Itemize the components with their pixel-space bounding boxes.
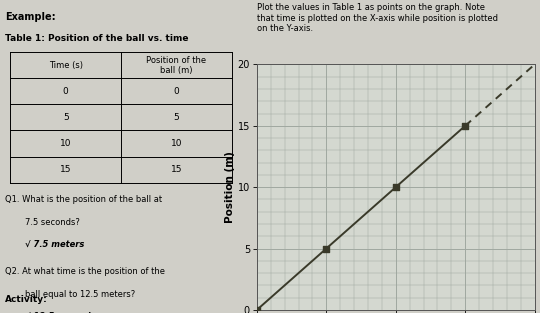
Text: ball equal to 12.5 meters?: ball equal to 12.5 meters? [25,290,136,299]
Text: Time (s): Time (s) [49,61,83,70]
Text: 15: 15 [60,165,71,174]
Text: 5: 5 [174,113,179,122]
Text: 5: 5 [63,113,69,122]
Text: Q1. What is the position of the ball at: Q1. What is the position of the ball at [5,195,163,204]
Text: √ 12.5 seconds: √ 12.5 seconds [25,311,96,313]
Text: Table 1: Position of the ball vs. time: Table 1: Position of the ball vs. time [5,34,189,43]
Y-axis label: Position (m): Position (m) [225,151,235,223]
Text: 10: 10 [60,139,71,148]
Point [322,246,330,251]
Text: 15: 15 [171,165,183,174]
Text: 0: 0 [63,87,69,96]
Text: Activity:: Activity: [5,295,48,304]
Text: Q2. At what time is the position of the: Q2. At what time is the position of the [5,267,165,276]
Text: Plot the values in Table 1 as points on the graph. Note
that time is plotted on : Plot the values in Table 1 as points on … [257,3,498,33]
Text: Position of the
ball (m): Position of the ball (m) [146,55,207,75]
Text: 7.5 seconds?: 7.5 seconds? [25,218,80,227]
Text: √ 7.5 meters: √ 7.5 meters [25,239,84,248]
Point [392,185,400,190]
Point [253,307,261,312]
Text: Example:: Example: [5,12,56,22]
Text: 10: 10 [171,139,183,148]
Point [461,123,469,128]
Text: 0: 0 [174,87,179,96]
